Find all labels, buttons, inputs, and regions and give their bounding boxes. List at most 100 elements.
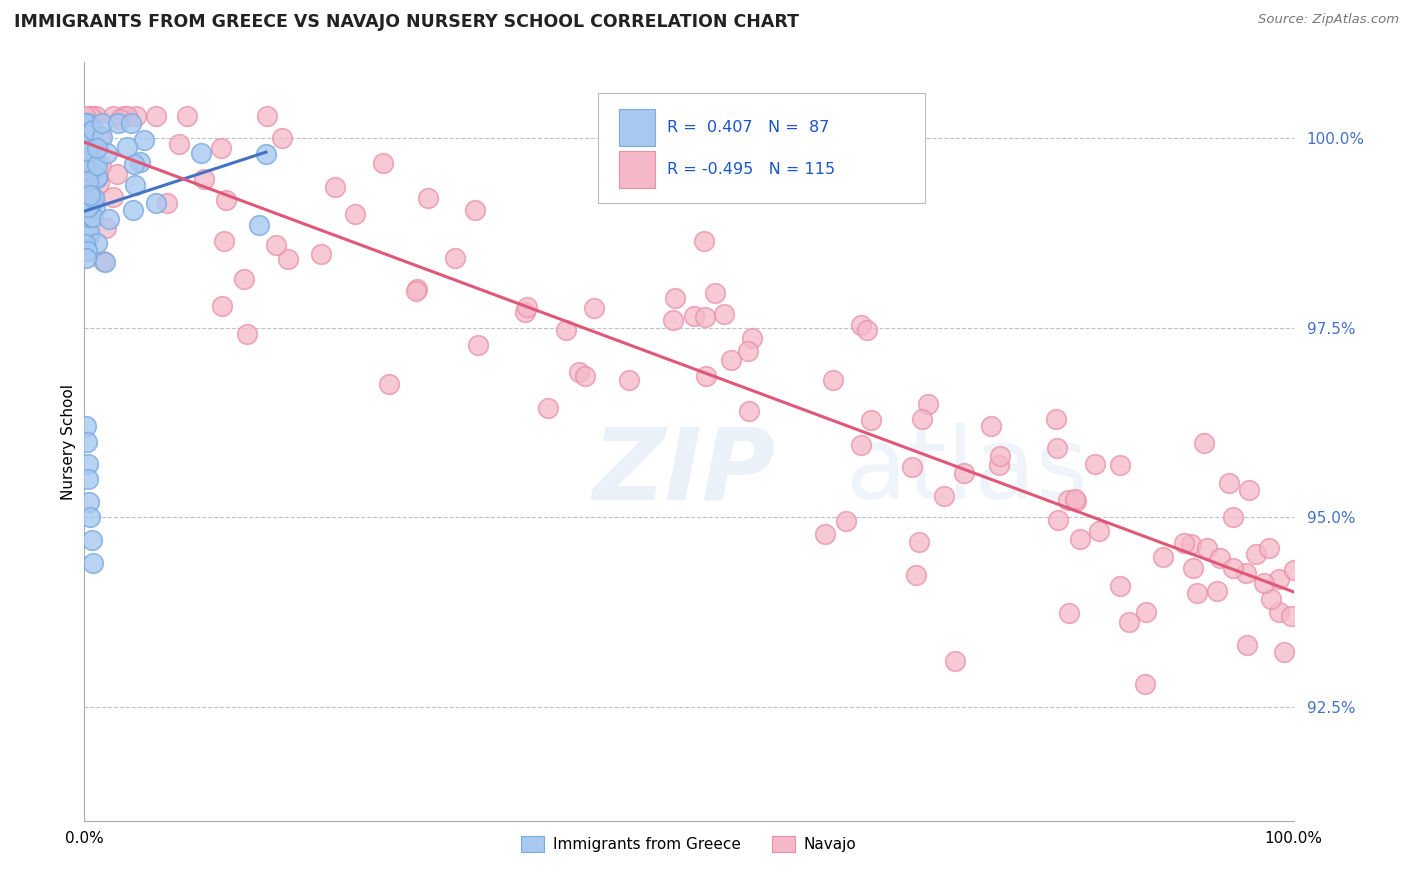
Point <box>1109 458 1132 473</box>
Point <box>87 176 110 190</box>
Point <box>75 119 97 133</box>
Point <box>901 459 924 474</box>
Point <box>76 145 98 159</box>
Point <box>254 147 277 161</box>
Point <box>145 109 167 123</box>
Point <box>378 377 401 392</box>
Point <box>215 193 238 207</box>
Point <box>416 191 439 205</box>
Point <box>814 527 837 541</box>
Point <box>325 180 347 194</box>
Point <box>1133 677 1156 691</box>
Point <box>1244 547 1267 561</box>
Point <box>256 109 278 123</box>
Point <box>105 168 128 182</box>
Point <box>75 183 97 197</box>
Point <box>277 252 299 267</box>
Point <box>980 419 1002 434</box>
Point <box>76 174 98 188</box>
Point <box>76 184 98 198</box>
Point <box>73 237 96 252</box>
Point <box>76 150 98 164</box>
Point <box>115 109 138 123</box>
Point <box>406 282 429 296</box>
Point <box>117 140 139 154</box>
Point <box>79 510 101 524</box>
Point <box>79 188 101 202</box>
Point <box>1084 457 1107 471</box>
Point <box>82 122 104 136</box>
Point <box>167 137 190 152</box>
Point <box>80 109 103 123</box>
Point <box>516 300 538 314</box>
Point <box>77 473 100 487</box>
Point <box>90 160 112 174</box>
Point <box>664 291 686 305</box>
Point <box>84 157 107 171</box>
Point <box>124 178 146 192</box>
Point <box>77 224 100 238</box>
Point <box>988 449 1011 463</box>
Point <box>1268 572 1291 586</box>
Point <box>132 133 155 147</box>
Point <box>988 458 1011 473</box>
Point <box>76 201 98 215</box>
Point <box>75 194 97 209</box>
Point <box>73 150 96 164</box>
Point <box>1047 513 1070 527</box>
Point <box>73 178 96 192</box>
Text: R =  0.407   N =  87: R = 0.407 N = 87 <box>668 120 830 136</box>
Point <box>917 397 939 411</box>
Point <box>76 144 98 158</box>
Point <box>108 112 131 126</box>
Point <box>73 182 96 196</box>
Point <box>1236 638 1258 652</box>
Point <box>75 167 97 181</box>
Point <box>1192 435 1215 450</box>
Point <box>1185 586 1208 600</box>
Point <box>738 404 761 418</box>
Point <box>1279 609 1302 624</box>
Point <box>309 246 332 260</box>
Point <box>80 165 103 179</box>
Point <box>1234 566 1257 580</box>
Point <box>249 218 271 232</box>
Point <box>209 141 232 155</box>
Point <box>444 251 467 265</box>
Point <box>76 186 98 201</box>
Point <box>73 109 96 123</box>
Point <box>1222 510 1244 524</box>
Point <box>73 116 96 130</box>
Text: IMMIGRANTS FROM GREECE VS NAVAJO NURSERY SCHOOL CORRELATION CHART: IMMIGRANTS FROM GREECE VS NAVAJO NURSERY… <box>14 13 799 31</box>
Point <box>1218 475 1240 490</box>
Y-axis label: Nursery School: Nursery School <box>60 384 76 500</box>
Point <box>904 567 927 582</box>
Point <box>1045 412 1067 426</box>
Point <box>77 202 100 216</box>
Point <box>76 434 98 449</box>
Point <box>75 116 97 130</box>
Point <box>661 313 683 327</box>
Point <box>1046 441 1069 455</box>
Point <box>112 109 135 123</box>
Point <box>582 301 605 315</box>
Point <box>80 191 103 205</box>
Point <box>101 190 124 204</box>
Point <box>911 411 934 425</box>
Point <box>823 373 845 387</box>
Point <box>76 116 98 130</box>
Point <box>1057 607 1080 621</box>
Point <box>82 210 104 224</box>
Point <box>83 191 105 205</box>
Point <box>76 244 98 258</box>
Point <box>86 141 108 155</box>
Point <box>1064 493 1087 508</box>
Point <box>122 202 145 217</box>
Point <box>212 234 235 248</box>
Point <box>73 127 96 141</box>
Point <box>79 109 101 123</box>
Point <box>156 196 179 211</box>
Point <box>1173 535 1195 549</box>
Point <box>1069 532 1091 546</box>
Point <box>122 157 145 171</box>
